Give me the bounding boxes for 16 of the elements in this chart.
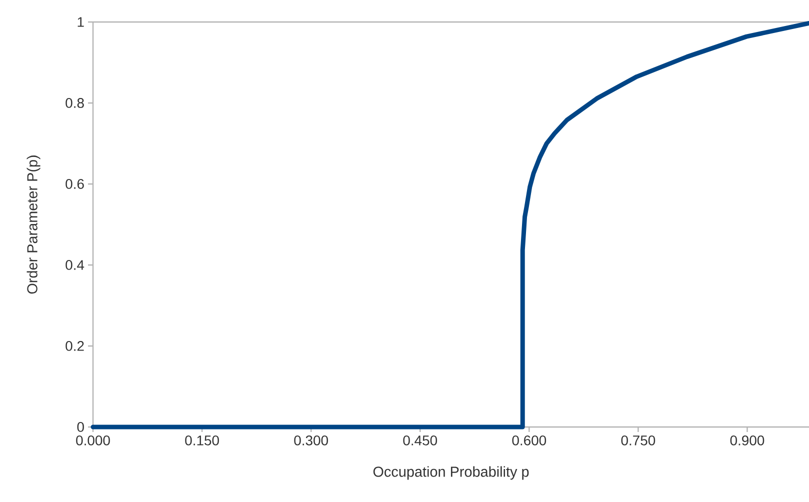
line-series xyxy=(90,20,809,430)
x-tick-label: 0.000 xyxy=(76,435,110,446)
y-tick-label: 0.2 xyxy=(66,341,84,351)
y-tick-label: 0 xyxy=(77,422,84,432)
x-tick-label: 0.150 xyxy=(185,435,219,446)
x-axis-title: Occupation Probability p xyxy=(373,466,529,480)
x-tick-label: 0.450 xyxy=(403,435,438,446)
y-tick-label: 0.4 xyxy=(66,260,84,270)
y-axis-title: Order Parameter P(p) xyxy=(26,156,40,294)
y-tick-label: 0.6 xyxy=(66,179,84,189)
y-tick-label: 0.8 xyxy=(66,98,84,108)
y-tick-label: 1 xyxy=(78,17,84,27)
x-tick-label: 0.600 xyxy=(512,435,546,446)
x-tick-label: 0.900 xyxy=(730,435,764,446)
x-tick-label: 0.300 xyxy=(294,435,328,446)
x-tick-label: 0.750 xyxy=(621,435,656,446)
